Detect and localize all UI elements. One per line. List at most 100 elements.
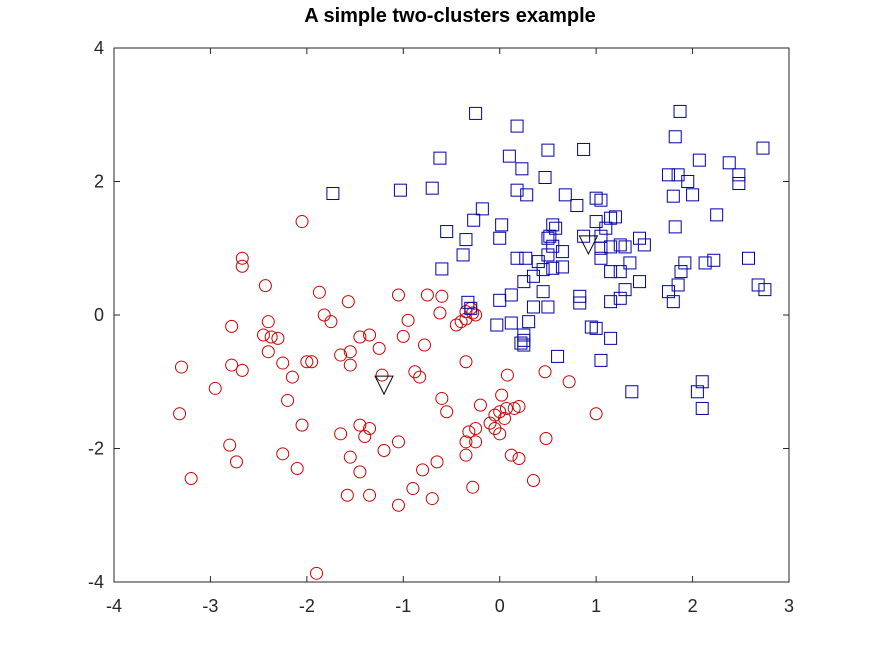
x-tick-label: 1 [591,596,601,616]
square-point [695,375,709,389]
circle-point [372,341,386,355]
circle-point [396,329,410,343]
square-point [661,285,675,299]
chart-title: A simple two-clusters example [304,5,596,27]
circle-point [498,411,512,425]
square-point [493,231,507,245]
square-point [692,153,706,167]
axis-tick-labels: -4 -3 -2 -1 0 1 2 3 -4 -2 0 2 4 [88,38,794,616]
circle-point [495,388,509,402]
square-point [555,245,569,259]
square-point [666,295,680,309]
square-point [613,265,627,279]
square-point [594,241,608,255]
x-tick-label: -3 [202,596,218,616]
circle-point [504,448,518,462]
square-point [536,285,550,299]
circle-point [418,338,431,352]
square-point [618,283,632,297]
square-point [536,263,550,277]
circle-point [435,391,449,405]
circle-point [459,305,473,319]
plot-area [113,47,790,583]
square-point [751,278,765,292]
circle-point [363,488,377,502]
square-point [613,238,627,252]
square-point [464,301,478,315]
square-point [469,106,483,120]
square-point [589,215,603,229]
circle-point [401,313,415,327]
axis-ticks [113,47,790,583]
circle-point [276,356,290,370]
circle-point [312,285,326,299]
circle-point [459,312,473,326]
square-point [742,251,755,265]
square-point [549,221,563,235]
square-point [722,156,736,170]
circle-point [256,328,270,342]
circle-point [258,279,272,293]
circle-point [589,407,603,421]
circle-point [538,365,552,379]
square-point [673,104,687,118]
square-point [604,265,618,279]
data-points [173,104,772,580]
square-point [514,336,528,350]
circle-point [334,427,348,441]
circle-point [493,405,507,419]
square-point [732,177,746,191]
square-point [637,238,651,252]
circle-point [449,318,463,332]
centroid-triangle-point [578,235,599,256]
y-tick-label: -4 [88,572,104,592]
square-point [433,151,447,165]
circle-point [469,435,483,449]
square-point [710,208,724,222]
square-point [584,320,598,334]
circle-point [462,425,476,439]
circle-point [440,405,454,419]
circle-point [271,331,285,345]
circle-point [353,465,367,479]
x-tick-label: -1 [395,596,411,616]
square-point [573,296,587,310]
circle-point [261,315,275,329]
circle-point [223,438,237,452]
square-point [707,253,721,267]
circle-point [281,393,295,407]
square-point [570,199,584,213]
square-point [475,202,489,216]
square-point [732,168,746,182]
circle-point [488,408,502,422]
circle-point [459,448,473,462]
square-point [589,191,603,205]
square-point [661,168,675,182]
square-point [558,188,572,202]
square-point [531,255,545,269]
x-tick-label: 3 [784,596,794,616]
circle-point [363,328,377,342]
square-point [517,275,531,289]
circle-point [235,251,249,265]
square-point [695,401,709,415]
circle-point [430,455,444,469]
square-point [577,142,591,156]
square-point [459,233,473,247]
circle-point [488,421,502,435]
circle-point [473,398,487,412]
square-point [674,265,688,279]
square-point [618,240,632,254]
circle-point [290,462,304,476]
square-point [594,353,608,367]
square-point [495,218,509,232]
square-point [551,349,565,363]
square-point [520,188,534,202]
circle-point [353,418,367,432]
circle-point [420,288,434,302]
square-point [517,333,531,347]
circle-point [264,330,278,344]
circle-point [317,308,331,322]
